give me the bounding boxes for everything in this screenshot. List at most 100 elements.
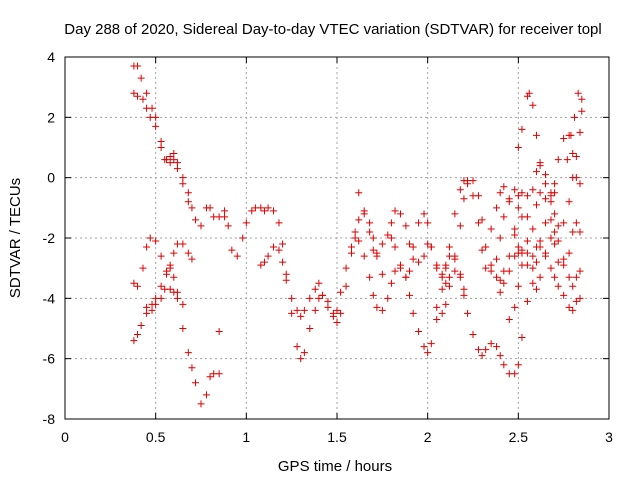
data-point <box>511 225 519 233</box>
data-point <box>569 150 577 158</box>
data-point <box>523 261 531 269</box>
data-point <box>563 156 571 164</box>
data-point <box>427 340 435 348</box>
data-point <box>170 249 178 257</box>
data-point <box>576 228 584 236</box>
data-point <box>493 343 501 351</box>
data-point <box>130 337 138 345</box>
data-point <box>500 279 508 287</box>
data-point <box>179 240 187 248</box>
data-point <box>518 125 526 133</box>
data-point <box>366 219 374 227</box>
data-point <box>565 249 573 257</box>
data-point <box>551 228 559 236</box>
data-point <box>387 234 395 242</box>
data-point <box>438 270 446 278</box>
data-point <box>496 234 504 242</box>
data-point <box>369 234 377 242</box>
x-tick-labels: 0 0.5 1 1.5 2 2.5 3 <box>61 429 613 445</box>
data-point <box>137 74 145 82</box>
data-point <box>433 264 441 272</box>
x-tick-label: 1.5 <box>327 429 347 445</box>
data-point <box>460 291 468 299</box>
data-point <box>542 171 550 179</box>
data-point <box>257 204 265 212</box>
data-point <box>409 243 417 251</box>
data-point <box>239 234 247 242</box>
data-point <box>179 300 187 308</box>
data-point <box>442 279 450 287</box>
data-point <box>179 174 187 182</box>
data-point <box>324 303 332 311</box>
data-point <box>315 279 323 287</box>
x-tick-label: 1 <box>242 429 250 445</box>
data-point <box>139 95 147 103</box>
data-point <box>134 282 142 290</box>
series-sat-n <box>514 89 584 200</box>
data-point <box>469 331 477 339</box>
data-point <box>505 198 513 206</box>
data-point <box>433 315 441 323</box>
data-point <box>420 343 428 351</box>
data-point <box>378 240 386 248</box>
data-point <box>427 243 435 251</box>
data-point <box>143 309 151 317</box>
chart-title: Day 288 of 2020, Sidereal Day-to-day VTE… <box>64 21 601 38</box>
data-point <box>532 243 540 251</box>
x-tick-label: 3 <box>605 429 613 445</box>
data-point <box>366 273 374 281</box>
data-point <box>469 192 477 200</box>
data-point <box>275 246 283 254</box>
data-point <box>433 303 441 311</box>
data-point <box>173 294 181 302</box>
data-point <box>505 267 513 275</box>
data-point <box>264 252 272 260</box>
data-point <box>166 159 174 167</box>
data-point <box>529 225 537 233</box>
data-point <box>542 252 550 260</box>
data-point <box>143 89 151 97</box>
y-axis-label: SDTVAR / TECUs <box>7 178 24 298</box>
data-point <box>445 243 453 251</box>
data-point <box>554 156 562 164</box>
data-point <box>224 222 232 230</box>
data-point <box>523 237 531 245</box>
data-point <box>569 282 577 290</box>
data-point <box>215 328 223 336</box>
data-point <box>166 285 174 293</box>
data-point <box>572 297 580 305</box>
data-point <box>445 273 453 281</box>
data-point <box>373 303 381 311</box>
data-point <box>324 297 332 305</box>
data-point <box>279 258 287 266</box>
data-point <box>148 306 156 314</box>
data-point <box>554 258 562 266</box>
data-point <box>493 204 501 212</box>
data-point <box>288 294 296 302</box>
data-point <box>493 255 501 263</box>
data-point <box>188 204 196 212</box>
data-point <box>402 273 410 281</box>
y-tick-label: -6 <box>43 351 56 367</box>
data-point <box>478 246 486 254</box>
data-point <box>511 303 519 311</box>
x-tick-label: 0 <box>61 429 69 445</box>
data-point <box>578 107 586 115</box>
data-point <box>496 288 504 296</box>
data-point <box>152 122 160 130</box>
y-tick-labels: -8 -6 -4 -2 0 2 4 <box>43 49 56 427</box>
data-point <box>134 62 142 70</box>
data-point <box>233 252 241 260</box>
data-point <box>478 216 486 224</box>
data-point <box>529 252 537 260</box>
data-point <box>571 113 579 121</box>
data-point <box>569 228 577 236</box>
data-point <box>578 95 586 103</box>
data-point <box>551 180 559 188</box>
data-point <box>565 273 573 281</box>
data-point <box>456 186 464 194</box>
data-point <box>157 282 165 290</box>
data-point <box>192 379 200 387</box>
data-point <box>173 165 181 173</box>
